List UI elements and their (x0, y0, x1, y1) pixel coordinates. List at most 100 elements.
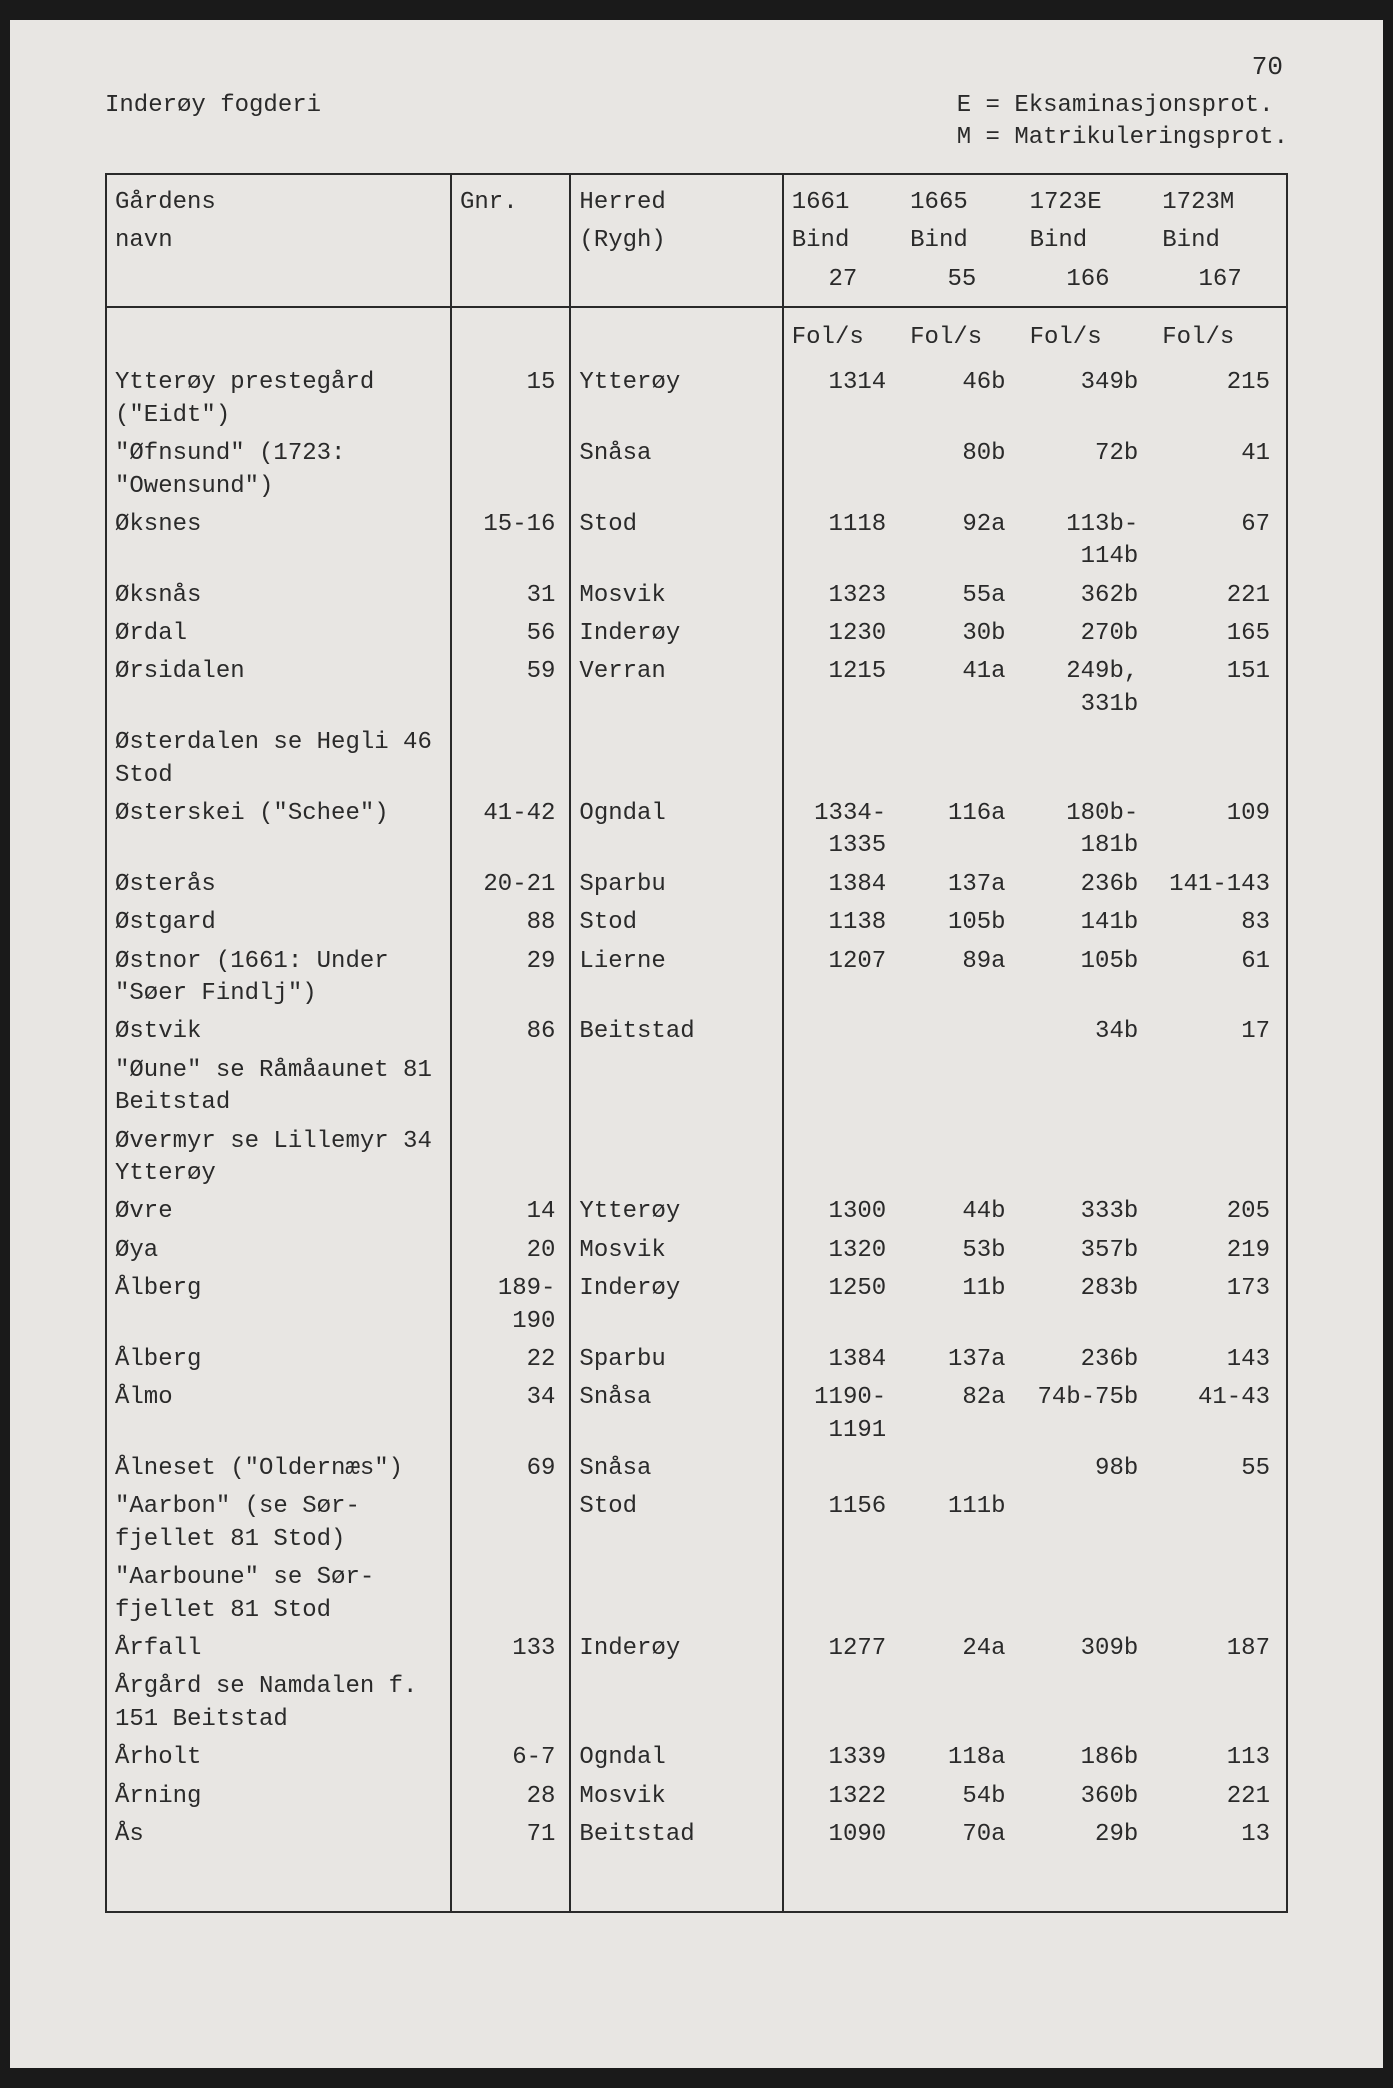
farm-gnr: 189-190 (451, 1270, 570, 1341)
farm-y3: 98b (1022, 1450, 1155, 1488)
farm-gnr (451, 435, 570, 506)
farm-gnr (451, 1668, 570, 1739)
farm-y4: 55 (1154, 1450, 1287, 1488)
farm-herred: Mosvik (570, 1232, 782, 1270)
farm-y1: 1300 (783, 1193, 902, 1231)
farm-herred: Ytterøy (570, 364, 782, 435)
farm-y4: 205 (1154, 1193, 1287, 1231)
farm-y1: 1320 (783, 1232, 902, 1270)
farm-name: "Øfnsund" (1723: "Owensund") (106, 435, 451, 506)
farm-y1: 1322 (783, 1778, 902, 1816)
table-row: Ålberg22Sparbu1384137a236b143 (106, 1341, 1287, 1379)
col-y4-l3: 167 (1154, 261, 1287, 307)
farm-y2: 24a (902, 1630, 1021, 1668)
col-blank (451, 222, 570, 260)
farm-y4: 219 (1154, 1232, 1287, 1270)
table-row: Årfall133Inderøy127724a309b187 (106, 1630, 1287, 1668)
farm-gnr: 34 (451, 1379, 570, 1450)
header-legend: E = Eksaminasjonsprot. M = Matrikulering… (957, 90, 1288, 155)
table-row: Ålmo34Snåsa1190-119182a74b-75b41-43 (106, 1379, 1287, 1450)
document-page: 70 Inderøy fogderi E = Eksaminasjonsprot… (10, 20, 1383, 2068)
table-row: Østerdalen se Hegli 46 Stod (106, 724, 1287, 795)
farm-name: Østnor (1661: Under "Søer Findlj") (106, 943, 451, 1014)
table-row: Ålberg189-190Inderøy125011b283b173 (106, 1270, 1287, 1341)
table-row: Øksnes15-16Stod111892a113b-114b67 (106, 506, 1287, 577)
farm-y4: 41 (1154, 435, 1287, 506)
farm-y3: 113b-114b (1022, 506, 1155, 577)
table-row: Østgard88Stod1138105b141b83 (106, 904, 1287, 942)
farm-name: Østerdalen se Hegli 46 Stod (106, 724, 451, 795)
farm-y1 (783, 435, 902, 506)
farm-herred: Ogndal (570, 1739, 782, 1777)
farm-name: Østgard (106, 904, 451, 942)
col-herred-l1: Herred (570, 174, 782, 222)
farm-name: Ålberg (106, 1270, 451, 1341)
farm-gnr: 71 (451, 1816, 570, 1912)
farm-y2: 118a (902, 1739, 1021, 1777)
farm-y4: 143 (1154, 1341, 1287, 1379)
table-row: Øya20Mosvik132053b357b219 (106, 1232, 1287, 1270)
farm-y3: 180b-181b (1022, 795, 1155, 866)
farm-herred: Mosvik (570, 1778, 782, 1816)
farm-name: Ørsidalen (106, 653, 451, 724)
farm-y2: 44b (902, 1193, 1021, 1231)
farm-y1: 1384 (783, 866, 902, 904)
table-row: "Øfnsund" (1723: "Owensund") Snåsa 80b72b4… (106, 435, 1287, 506)
farm-name: Ålmo (106, 1379, 451, 1450)
col-herred-l2: (Rygh) (570, 222, 782, 260)
col-y2-l2: Bind (902, 222, 1021, 260)
farm-y4: 109 (1154, 795, 1287, 866)
fols-label: Fol/s (783, 307, 902, 364)
farm-y2: 30b (902, 615, 1021, 653)
farm-y3: 72b (1022, 435, 1155, 506)
farm-y2: 105b (902, 904, 1021, 942)
farm-herred: Stod (570, 506, 782, 577)
table-row: Østvik86Beitstad34b17 (106, 1013, 1287, 1051)
cell-blank (451, 307, 570, 364)
col-y3-l3: 166 (1022, 261, 1155, 307)
farm-herred: Beitstad (570, 1013, 782, 1051)
col-y1-l2: Bind (783, 222, 902, 260)
farm-herred: Ytterøy (570, 1193, 782, 1231)
farm-herred: Snåsa (570, 1379, 782, 1450)
farm-gnr: 15-16 (451, 506, 570, 577)
farm-herred: Snåsa (570, 435, 782, 506)
farm-y3: 349b (1022, 364, 1155, 435)
farm-name: Ytterøy prestegård ("Eidt") (106, 364, 451, 435)
col-name-l2: navn (106, 222, 451, 260)
farm-gnr (451, 1559, 570, 1630)
farm-y4: 187 (1154, 1630, 1287, 1668)
farm-y3: 249b, 331b (1022, 653, 1155, 724)
table-row: Øksnås31Mosvik132355a362b221 (106, 577, 1287, 615)
farm-y3: 333b (1022, 1193, 1155, 1231)
farm-name: "Aarbon" (se Sør-fjellet 81 Stod) (106, 1488, 451, 1559)
farm-name: Øvre (106, 1193, 451, 1231)
farm-y4: 221 (1154, 577, 1287, 615)
col-y4-l2: Bind (1154, 222, 1287, 260)
farm-name: Ålberg (106, 1341, 451, 1379)
table-row: Østerås20-21Sparbu1384137a236b141-143 (106, 866, 1287, 904)
farm-y3: 270b (1022, 615, 1155, 653)
farm-y4 (1154, 1488, 1287, 1559)
farm-y1 (783, 724, 902, 795)
farm-name: Årholt (106, 1739, 451, 1777)
farm-y4: 113 (1154, 1739, 1287, 1777)
farm-y3: 29b (1022, 1816, 1155, 1912)
farm-y1: 1334-1335 (783, 795, 902, 866)
farm-name: Årfall (106, 1630, 451, 1668)
farm-y4: 221 (1154, 1778, 1287, 1816)
table-row: "Aarbon" (se Sør-fjellet 81 Stod)Stod115… (106, 1488, 1287, 1559)
farm-y4: 165 (1154, 615, 1287, 653)
farm-y3 (1022, 1052, 1155, 1123)
farm-name: Ås (106, 1816, 451, 1912)
farm-y4 (1154, 1559, 1287, 1630)
farm-y2: 92a (902, 506, 1021, 577)
farm-y2: 82a (902, 1379, 1021, 1450)
farm-y1 (783, 1123, 902, 1194)
farm-herred: Mosvik (570, 577, 782, 615)
farm-y2: 80b (902, 435, 1021, 506)
legend-line-2: M = Matrikuleringsprot. (957, 122, 1288, 154)
farm-y4: 61 (1154, 943, 1287, 1014)
col-blank (451, 261, 570, 307)
farm-gnr (451, 724, 570, 795)
